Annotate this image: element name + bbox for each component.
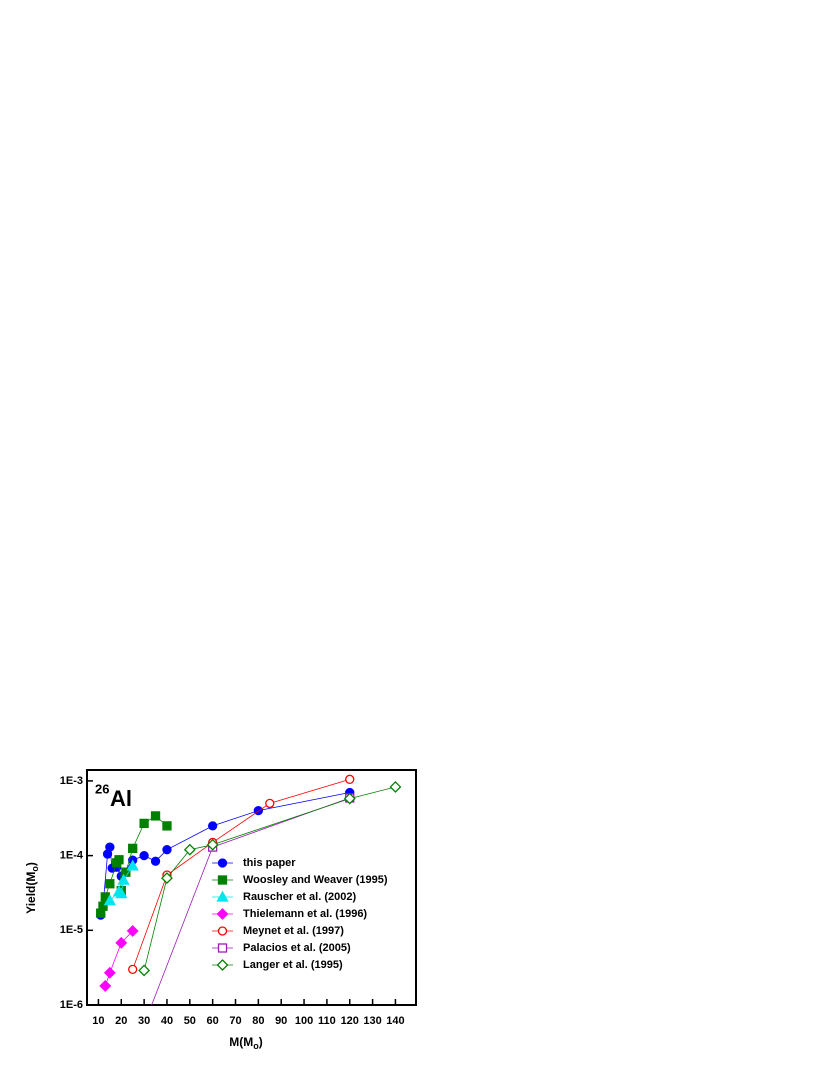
x-tick-label: 30 xyxy=(138,1015,150,1027)
marker xyxy=(162,821,172,831)
x-tick-label: 20 xyxy=(115,1015,127,1027)
x-axis-label: M(Mo) xyxy=(229,1035,263,1051)
legend-label: Thielemann et al. (1996) xyxy=(243,908,367,920)
legend-marker xyxy=(217,875,228,885)
marker xyxy=(99,980,112,992)
x-tick-label: 140 xyxy=(386,1015,404,1027)
marker xyxy=(129,1050,137,1058)
legend-marker xyxy=(217,926,228,936)
marker xyxy=(128,964,138,975)
legend-marker xyxy=(216,908,229,920)
x-label-sub: o xyxy=(253,1041,259,1051)
marker xyxy=(343,792,356,805)
marker xyxy=(161,872,173,885)
legend-marker xyxy=(216,890,229,902)
y-tick-label: 1E-5 xyxy=(60,924,83,936)
marker xyxy=(103,894,116,906)
legend-label: Meynet et al. (1997) xyxy=(243,925,344,937)
marker xyxy=(206,838,219,851)
x-label-text: M(M xyxy=(229,1035,253,1049)
annotation-sup: 26 xyxy=(95,781,109,796)
marker xyxy=(150,811,161,821)
y-tick-label: 1E-4 xyxy=(60,850,84,862)
marker xyxy=(345,774,355,784)
marker xyxy=(126,859,139,871)
marker xyxy=(103,966,116,979)
legend-marker xyxy=(217,858,228,868)
marker xyxy=(389,781,402,793)
x-tick-label: 70 xyxy=(229,1015,241,1027)
marker xyxy=(128,843,138,854)
marker xyxy=(126,925,139,937)
annotation: Al xyxy=(110,786,132,811)
y-label-end: ) xyxy=(24,862,38,866)
series-line xyxy=(104,930,133,987)
x-tick-label: 50 xyxy=(184,1015,196,1027)
marker xyxy=(115,936,128,949)
y-axis-label: Yield(Mo) xyxy=(24,862,40,914)
legend-marker xyxy=(217,943,228,953)
x-tick-label: 130 xyxy=(363,1015,381,1027)
legend-label: Woosley and Weaver (1995) xyxy=(243,874,388,886)
x-tick-label: 90 xyxy=(275,1015,287,1027)
legend-label: Palacios et al. (2005) xyxy=(243,942,351,954)
x-label-end: ) xyxy=(259,1035,263,1049)
series-line xyxy=(143,786,396,971)
marker xyxy=(105,879,115,889)
y-label-sub: o xyxy=(30,866,40,872)
marker xyxy=(98,901,108,911)
marker xyxy=(183,843,196,856)
marker xyxy=(265,798,275,809)
marker xyxy=(139,818,149,829)
x-tick-label: 40 xyxy=(161,1015,173,1027)
plot-area xyxy=(96,774,402,1058)
x-tick-label: 120 xyxy=(341,1015,359,1027)
y-tick-label: 1E-3 xyxy=(60,775,83,787)
marker xyxy=(139,850,149,861)
marker xyxy=(115,887,128,899)
marker xyxy=(208,821,218,831)
legend-label: this paper xyxy=(243,857,296,869)
x-tick-label: 60 xyxy=(207,1015,219,1027)
plot-frame xyxy=(86,769,417,1006)
y-tick-label: 1E-6 xyxy=(60,999,83,1011)
x-tick-label: 10 xyxy=(92,1015,104,1027)
x-tick-label: 80 xyxy=(252,1015,264,1027)
x-tick-label: 110 xyxy=(318,1015,336,1027)
marker xyxy=(162,845,172,855)
marker xyxy=(105,842,115,852)
marker xyxy=(117,873,130,885)
marker xyxy=(114,855,124,865)
legend-label: Rauscher et al. (2002) xyxy=(243,891,356,903)
x-tick-label: 100 xyxy=(295,1015,313,1027)
legend-label: Langer et al. (1995) xyxy=(243,959,343,971)
marker xyxy=(138,964,151,977)
y-label-text: Yield(M xyxy=(24,872,38,914)
legend-marker xyxy=(216,959,229,971)
marker xyxy=(150,856,161,866)
